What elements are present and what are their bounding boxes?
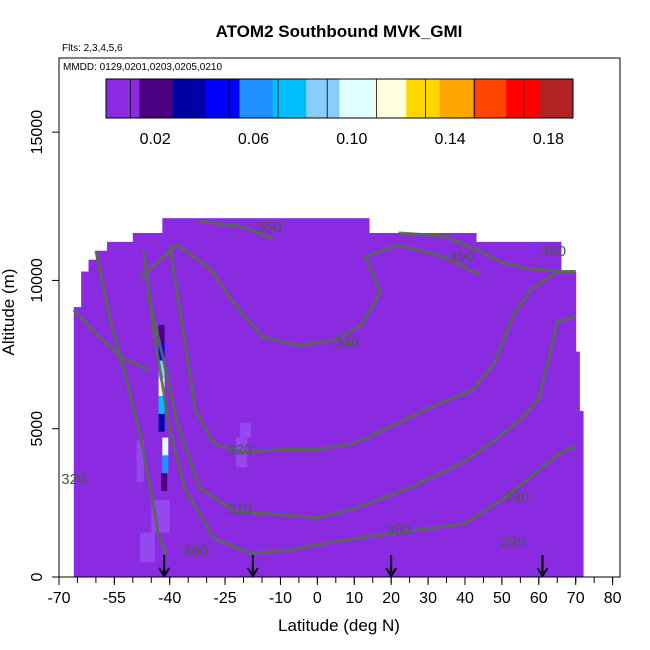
field-block — [553, 241, 562, 578]
contour-label: 350 — [257, 219, 282, 236]
dates-label: MMDD: 0129,0201,0203,0205,0210 — [63, 62, 222, 73]
colorbar-swatch — [539, 79, 574, 118]
chart-title: ATOM2 Southbound MVK_GMI — [216, 22, 463, 41]
colorbar-swatch — [339, 79, 374, 118]
y-axis: 0 5000 10000 15000 — [29, 110, 59, 581]
contour-label: 300 — [386, 522, 411, 539]
flight-arrow-head — [536, 567, 549, 578]
field-block — [579, 410, 584, 577]
colorbar-swatch — [106, 79, 140, 118]
x-tick-label: -40 — [158, 590, 181, 607]
x-tick-label: 40 — [456, 590, 474, 607]
contour-layer — [72, 219, 577, 555]
field-block — [575, 351, 580, 577]
colorbar-swatch — [206, 79, 240, 118]
contour-label: 360 — [183, 542, 208, 559]
x-tick-label: -25 — [214, 590, 237, 607]
x-tick-label: -10 — [269, 590, 292, 607]
contour-label: 360 — [541, 243, 566, 260]
y-tick-label: 5000 — [29, 411, 46, 447]
colorbar-swatch — [372, 79, 407, 118]
colorbar-swatch — [239, 79, 274, 118]
field-patch — [140, 532, 155, 563]
field-block — [81, 271, 90, 577]
x-axis-label: Latitude (deg N) — [278, 616, 400, 635]
flight-arrow-head — [158, 567, 171, 578]
colorbar-swatch — [406, 79, 441, 118]
contour-label: 320 — [61, 471, 86, 488]
field-patch — [136, 440, 144, 483]
heatmap-cell — [158, 324, 165, 343]
x-tick-label: 70 — [567, 590, 585, 607]
colorbar-swatch — [139, 79, 174, 118]
field-block — [106, 241, 134, 578]
colorbar-tick-label: 0.18 — [533, 131, 564, 148]
colorbar-swatch — [306, 79, 340, 118]
contour-line — [168, 244, 576, 454]
contour-line — [139, 243, 481, 348]
x-tick-label: 30 — [419, 590, 437, 607]
x-tick-label: -70 — [47, 590, 70, 607]
flight-arrow-head — [385, 567, 398, 578]
heatmap-cell — [161, 473, 168, 491]
contour-line — [146, 291, 577, 520]
contour-label: 340 — [334, 335, 359, 352]
flights-label: Flts: 2,3,4,5,6 — [62, 43, 123, 54]
x-axis: -70 -55 -40 -25 -10 0 10 20 30 40 50 60 70 80 — [47, 576, 622, 607]
x-tick-label: 20 — [382, 590, 400, 607]
colorbar-tick-label: 0.10 — [336, 131, 367, 148]
field-block — [369, 232, 477, 577]
heatmap-cell — [158, 360, 165, 379]
contour-label: 310 — [227, 501, 252, 518]
field-block — [162, 218, 370, 578]
contour-label: 290 — [504, 489, 529, 506]
field-block — [88, 259, 97, 577]
field-block — [95, 250, 108, 577]
y-tick-label: 15000 — [29, 110, 46, 155]
y-axis-label: Altitude (m) — [0, 269, 18, 356]
contour-line — [199, 219, 274, 241]
field-block — [476, 241, 555, 578]
colorbar-swatch — [439, 79, 474, 118]
heatmap-cell — [158, 396, 165, 414]
field-block — [560, 271, 577, 577]
colorbar-swatch — [472, 79, 507, 118]
y-tick-label: 10000 — [29, 258, 46, 303]
y-tick-label: 0 — [29, 572, 46, 581]
flight-arrow-head — [246, 567, 259, 578]
colorbar: 0.02 0.06 0.10 0.14 0.18 — [105, 78, 574, 148]
heatmap-cell — [158, 413, 165, 432]
heatmap-cell — [162, 455, 169, 474]
contour-label: 290 — [500, 533, 525, 550]
contour-label-layer: 350 350 360 340 320 310 300 290 290 360 320 — [61, 219, 566, 559]
field-block — [73, 307, 82, 577]
flight-arrow-layer — [158, 555, 549, 578]
contour-label: 350 — [449, 249, 474, 266]
colorbar-tick-label: 0.02 — [140, 131, 171, 148]
x-tick-label: -55 — [103, 590, 126, 607]
x-tick-label: 80 — [604, 590, 622, 607]
contour-line — [398, 231, 562, 273]
field-patch — [239, 422, 251, 438]
heatmap-cell — [162, 437, 169, 456]
x-tick-label: 10 — [345, 590, 363, 607]
colorbar-swatch — [506, 79, 541, 118]
x-tick-label: 50 — [493, 590, 511, 607]
heatmap-layer — [73, 218, 584, 578]
x-tick-label: 0 — [313, 590, 322, 607]
contour-line — [142, 250, 577, 555]
contour-line — [94, 250, 168, 554]
contour-line — [72, 309, 149, 371]
colorbar-tick-label: 0.14 — [435, 131, 466, 148]
colorbar-tick-label: 0.06 — [238, 131, 269, 148]
x-tick-label: 60 — [530, 590, 548, 607]
colorbar-swatch — [172, 79, 207, 118]
contour-label: 320 — [227, 441, 252, 458]
